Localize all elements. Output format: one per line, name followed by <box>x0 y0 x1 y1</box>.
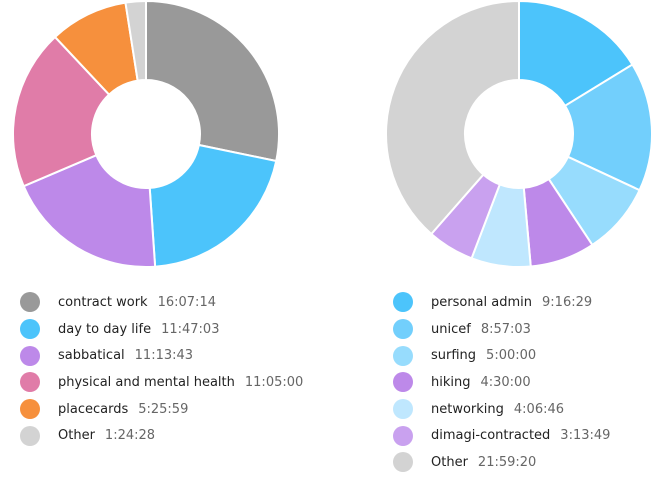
legend-item[interactable]: hiking 4:30:00 <box>393 369 610 396</box>
legend-swatch <box>20 345 40 366</box>
legend-item[interactable]: personal admin 9:16:29 <box>393 289 610 316</box>
legend-swatch <box>20 425 40 446</box>
legend-item[interactable]: contract work 16:07:14 <box>20 289 303 316</box>
legend-label: placecards <box>58 401 129 417</box>
legend-label: dimagi-contracted <box>431 428 551 444</box>
legend-value: 11:05:00 <box>244 374 304 390</box>
legend-value: 11:13:43 <box>134 348 194 364</box>
legend-item[interactable]: unicef 8:57:03 <box>393 316 610 343</box>
legend-label: Other <box>431 454 468 470</box>
legend-item[interactable]: Other 21:59:20 <box>393 449 610 476</box>
donut-chart-1 <box>12 0 280 268</box>
legend-item[interactable]: networking 4:06:46 <box>393 396 610 423</box>
legend-value: 11:47:03 <box>161 321 220 337</box>
pie-slice-1-6[interactable] <box>124 0 147 82</box>
pie-slice-1-3[interactable] <box>22 153 157 268</box>
legend-item[interactable]: Other 1:24:28 <box>20 422 303 449</box>
legend-swatch <box>20 319 40 340</box>
legend-label: networking <box>431 401 504 417</box>
pie-slice-1-4[interactable] <box>12 35 111 188</box>
legend-swatch <box>393 452 413 473</box>
pie-slice-1-1[interactable] <box>145 0 280 163</box>
legend-2: personal admin 9:16:29 unicef 8:57:03 surfin… <box>393 289 610 476</box>
legend-item[interactable]: sabbatical 11:13:43 <box>20 342 303 369</box>
pie-slice-2-1[interactable] <box>518 0 634 108</box>
legend-label: unicef <box>431 321 471 337</box>
legend-swatch <box>20 292 40 313</box>
legend-1: contract work 16:07:14 day to day life 11:4… <box>20 289 303 449</box>
legend-value: 8:57:03 <box>480 321 531 337</box>
legend-value: 21:59:20 <box>477 454 537 470</box>
legend-swatch <box>393 292 413 313</box>
legend-value: 16:07:14 <box>157 294 216 310</box>
legend-value: 5:25:59 <box>138 401 189 417</box>
legend-item[interactable]: surfing 5:00:00 <box>393 342 610 369</box>
legend-item[interactable]: day to day life 11:47:03 <box>20 316 303 343</box>
legend-swatch <box>393 372 413 393</box>
donut-chart-2 <box>385 0 653 268</box>
legend-label: personal admin <box>431 294 533 310</box>
legend-label: physical and mental health <box>58 374 235 390</box>
legend-label: contract work <box>58 294 148 310</box>
pie-slice-1-2[interactable] <box>148 143 278 268</box>
legend-item[interactable]: dimagi-contracted 3:13:49 <box>393 422 610 449</box>
legend-swatch <box>20 372 40 393</box>
legend-label: surfing <box>431 348 477 364</box>
legend-value: 9:16:29 <box>542 294 593 310</box>
legend-value: 5:00:00 <box>486 348 537 364</box>
legend-swatch <box>393 425 413 446</box>
legend-swatch <box>393 345 413 366</box>
legend-value: 1:24:28 <box>104 428 156 444</box>
legend-swatch <box>393 319 413 340</box>
legend-swatch <box>393 399 413 420</box>
pie-slice-2-7[interactable] <box>385 0 520 236</box>
legend-label: hiking <box>431 374 471 390</box>
legend-value: 4:06:46 <box>513 401 565 417</box>
legend-item[interactable]: placecards 5:25:59 <box>20 396 303 423</box>
legend-value: 3:13:49 <box>560 428 611 444</box>
legend-item[interactable]: physical and mental health 11:05:00 <box>20 369 303 396</box>
legend-label: Other <box>58 428 95 444</box>
pie-slice-2-2[interactable] <box>563 63 653 192</box>
legend-label: day to day life <box>58 321 152 337</box>
legend-value: 4:30:00 <box>480 374 531 390</box>
legend-label: sabbatical <box>58 348 125 364</box>
legend-swatch <box>20 399 40 420</box>
